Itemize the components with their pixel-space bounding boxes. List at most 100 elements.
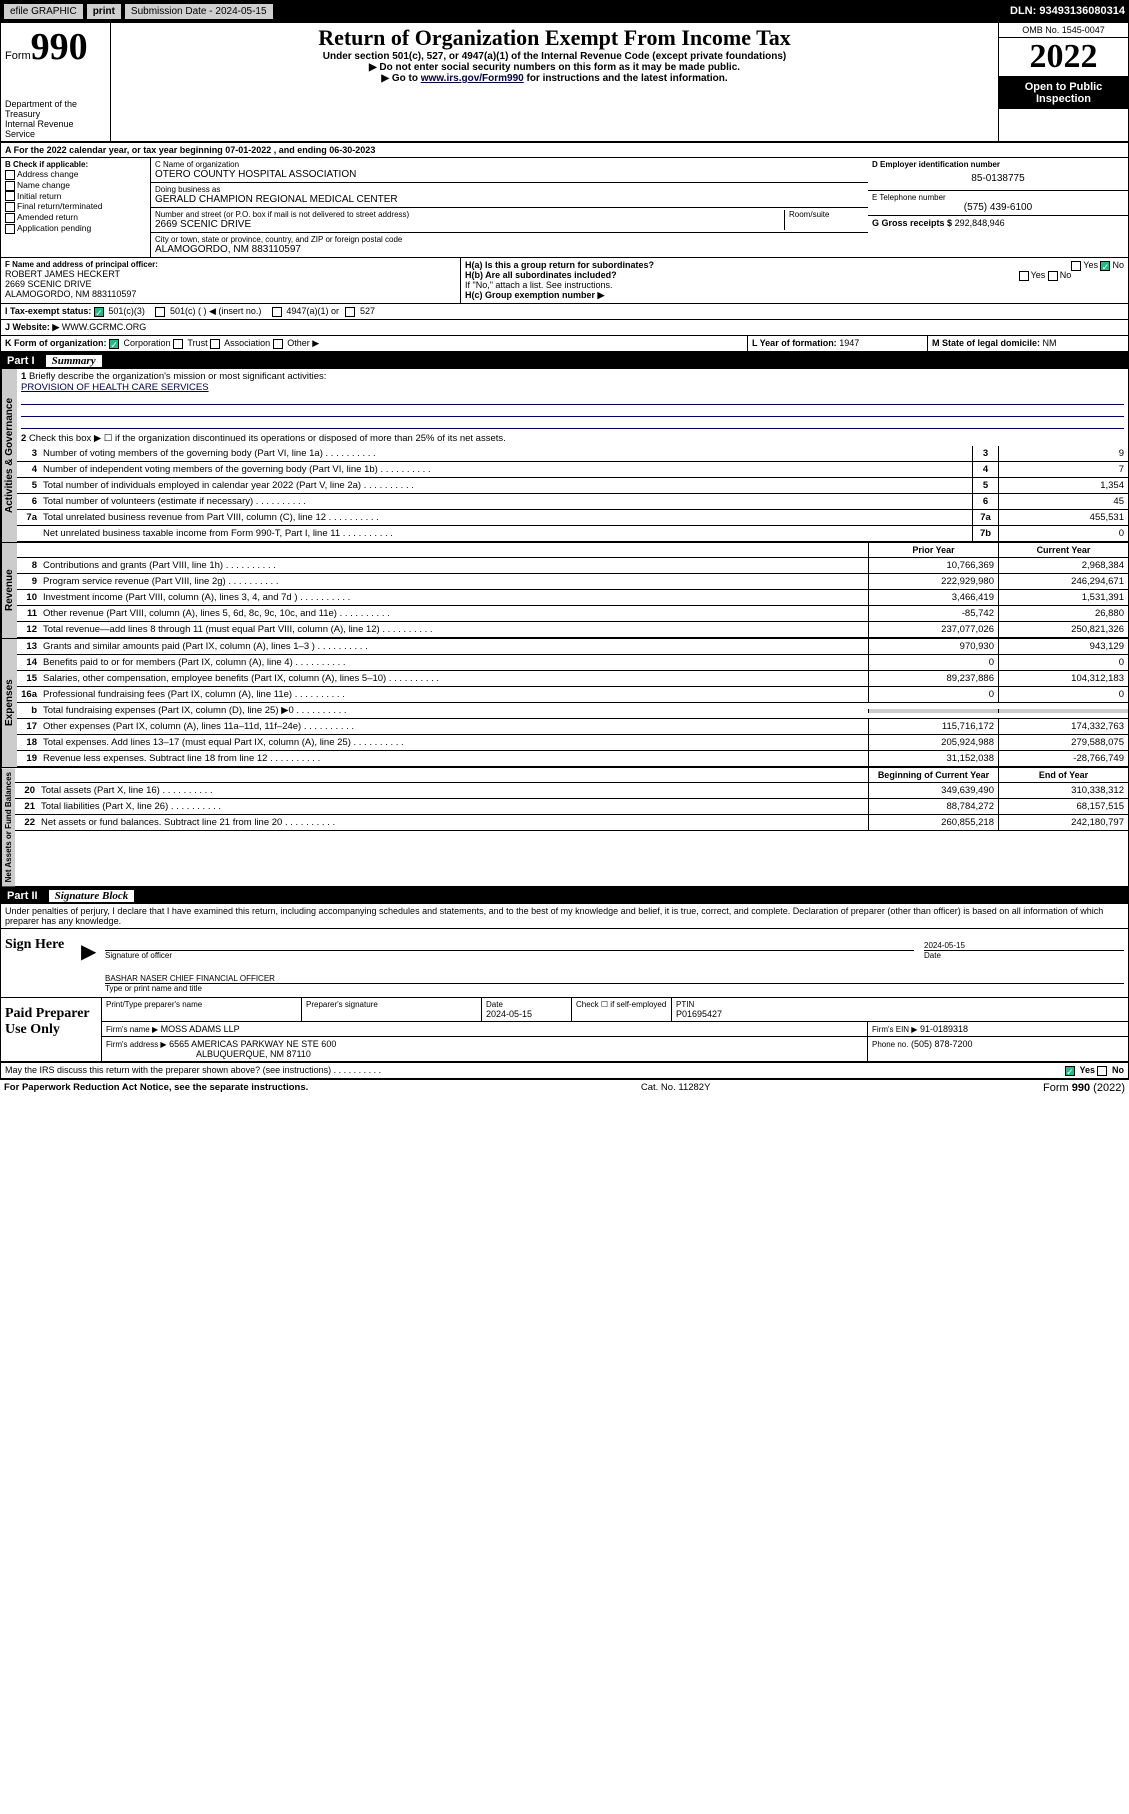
ptin-value: P01695427 [676, 1009, 1124, 1019]
officer-name: BASHAR NASER CHIEF FINANCIAL OFFICER [105, 974, 275, 983]
table-row: 6Total number of volunteers (estimate if… [17, 494, 1128, 510]
preparer-sig-label: Preparer's signature [306, 1000, 477, 1009]
rev-col-header: Prior YearCurrent Year [17, 543, 1128, 558]
preparer-date-label: Date [486, 1000, 567, 1009]
section-governance-tab: Activities & Governance [1, 369, 17, 542]
block-c-name: C Name of organization OTERO COUNTY HOSP… [151, 158, 868, 183]
line-l: L Year of formation: 1947 [748, 336, 928, 351]
subtitle-2: ▶ Do not enter social security numbers o… [117, 62, 992, 73]
block-c-dba: Doing business as GERALD CHAMPION REGION… [151, 183, 868, 208]
firm-name-label: Firm's name ▶ [106, 1025, 158, 1034]
table-row: 21Total liabilities (Part X, line 26) 88… [15, 799, 1128, 815]
table-row: 13Grants and similar amounts paid (Part … [17, 639, 1128, 655]
opt-name-change: Name change [5, 180, 146, 191]
section-net-tab: Net Assets or Fund Balances [1, 768, 15, 886]
table-row: 8Contributions and grants (Part VIII, li… [17, 558, 1128, 574]
table-row: 17Other expenses (Part IX, column (A), l… [17, 719, 1128, 735]
block-e: E Telephone number (575) 439-6100 [868, 191, 1128, 216]
opt-initial-return: Initial return [5, 191, 146, 202]
public-inspection-badge: Open to Public Inspection [999, 77, 1128, 109]
section-expenses-tab: Expenses [1, 639, 17, 767]
section-revenue-tab: Revenue [1, 543, 17, 638]
form-number: 990 [31, 26, 88, 68]
table-row: 20Total assets (Part X, line 16) 349,639… [15, 783, 1128, 799]
line-i: I Tax-exempt status: 501(c)(3) 501(c) ( … [1, 304, 1128, 320]
form-header: Form990 Department of the Treasury Inter… [1, 23, 1128, 143]
block-f: F Name and address of principal officer:… [1, 258, 461, 303]
irs-label: Internal Revenue Service [5, 119, 106, 139]
sign-arrow-icon: ▶ [81, 929, 101, 997]
opt-address-change: Address change [5, 169, 146, 180]
ptin-label: PTIN [676, 1000, 1124, 1009]
table-row: 10Investment income (Part VIII, column (… [17, 590, 1128, 606]
table-row: 11Other revenue (Part VIII, column (A), … [17, 606, 1128, 622]
sign-here-label: Sign Here [1, 929, 81, 997]
cat-number: Cat. No. 11282Y [641, 1082, 711, 1094]
line-2: 2 Check this box ▶ ☐ if the organization… [17, 431, 1128, 446]
table-row: 14Benefits paid to or for members (Part … [17, 655, 1128, 671]
form-ref: Form 990 (2022) [1043, 1082, 1125, 1094]
opt-application-pending: Application pending [5, 223, 146, 234]
form-word: Form [5, 50, 31, 62]
line-a: A For the 2022 calendar year, or tax yea… [1, 143, 1128, 158]
firm-phone: (505) 878-7200 [911, 1039, 973, 1049]
table-row: 22Net assets or fund balances. Subtract … [15, 815, 1128, 831]
block-c-city: City or town, state or province, country… [151, 233, 868, 257]
firm-address-label: Firm's address ▶ [106, 1040, 167, 1049]
table-row: 16aProfessional fundraising fees (Part I… [17, 687, 1128, 703]
firm-phone-label: Phone no. [872, 1040, 908, 1049]
table-row: 19Revenue less expenses. Subtract line 1… [17, 751, 1128, 767]
block-b-header: B Check if applicable: [5, 160, 146, 169]
preparer-date: 2024-05-15 [486, 1009, 567, 1019]
table-row: 15Salaries, other compensation, employee… [17, 671, 1128, 687]
table-row: Net unrelated business taxable income fr… [17, 526, 1128, 542]
firm-name: MOSS ADAMS LLP [161, 1024, 240, 1034]
top-bar: efile GRAPHIC print Submission Date - 20… [0, 0, 1129, 22]
table-row: 9Program service revenue (Part VIII, lin… [17, 574, 1128, 590]
dln-label: DLN: 93493136080314 [1010, 5, 1125, 17]
subtitle-1: Under section 501(c), 527, or 4947(a)(1)… [117, 51, 992, 62]
self-employed-label: Check ☐ if self-employed [576, 1000, 667, 1009]
date-label: Date [924, 951, 1124, 960]
table-row: 18Total expenses. Add lines 13–17 (must … [17, 735, 1128, 751]
footer: For Paperwork Reduction Act Notice, see … [0, 1080, 1129, 1096]
efile-label: efile GRAPHIC [4, 4, 83, 19]
signature-label: Signature of officer [105, 951, 914, 960]
part-1-header: Part I Summary [1, 353, 1128, 369]
pra-notice: For Paperwork Reduction Act Notice, see … [4, 1082, 308, 1094]
table-row: 3Number of voting members of the governi… [17, 446, 1128, 462]
subtitle-3: ▶ Go to www.irs.gov/Form990 for instruct… [117, 73, 992, 84]
firm-ein-label: Firm's EIN ▶ [872, 1025, 917, 1034]
preparer-name-label: Print/Type preparer's name [106, 1000, 297, 1009]
form-title: Return of Organization Exempt From Incom… [117, 25, 992, 51]
table-row: 4Number of independent voting members of… [17, 462, 1128, 478]
block-h: H(a) Is this a group return for subordin… [461, 258, 1128, 303]
submission-date-label: Submission Date - 2024-05-15 [125, 4, 273, 19]
firm-address: 6565 AMERICAS PARKWAY NE STE 600 [169, 1039, 336, 1049]
firm-address-2: ALBUQUERQUE, NM 87110 [196, 1049, 311, 1059]
tax-year: 2022 [999, 38, 1128, 77]
print-button[interactable]: print [87, 4, 121, 19]
omb-number: OMB No. 1545-0047 [999, 23, 1128, 38]
sign-date: 2024-05-15 [924, 941, 965, 950]
opt-final-return: Final return/terminated [5, 201, 146, 212]
block-d: D Employer identification number 85-0138… [868, 158, 1128, 191]
table-row: 12Total revenue—add lines 8 through 11 (… [17, 622, 1128, 638]
name-title-label: Type or print name and title [105, 984, 1124, 993]
paid-preparer-label: Paid Preparer Use Only [1, 998, 101, 1061]
net-col-header: Beginning of Current YearEnd of Year [15, 768, 1128, 783]
line-1: 1 Briefly describe the organization's mi… [17, 369, 1128, 431]
instructions-link[interactable]: www.irs.gov/Form990 [421, 73, 524, 84]
part-2-header: Part II Signature Block [1, 888, 1128, 904]
table-row: 5Total number of individuals employed in… [17, 478, 1128, 494]
block-c-address: Number and street (or P.O. box if mail i… [151, 208, 868, 233]
opt-amended-return: Amended return [5, 212, 146, 223]
line-k: K Form of organization: Corporation Trus… [1, 336, 748, 351]
table-row: bTotal fundraising expenses (Part IX, co… [17, 703, 1128, 719]
table-row: 7aTotal unrelated business revenue from … [17, 510, 1128, 526]
line-m: M State of legal domicile: NM [928, 336, 1128, 351]
firm-ein: 91-0189318 [920, 1024, 968, 1034]
line-j: J Website: ▶ WWW.GCRMC.ORG [1, 320, 1128, 336]
block-b: B Check if applicable: Address change Na… [1, 158, 151, 257]
dept-label: Department of the Treasury [5, 99, 106, 119]
